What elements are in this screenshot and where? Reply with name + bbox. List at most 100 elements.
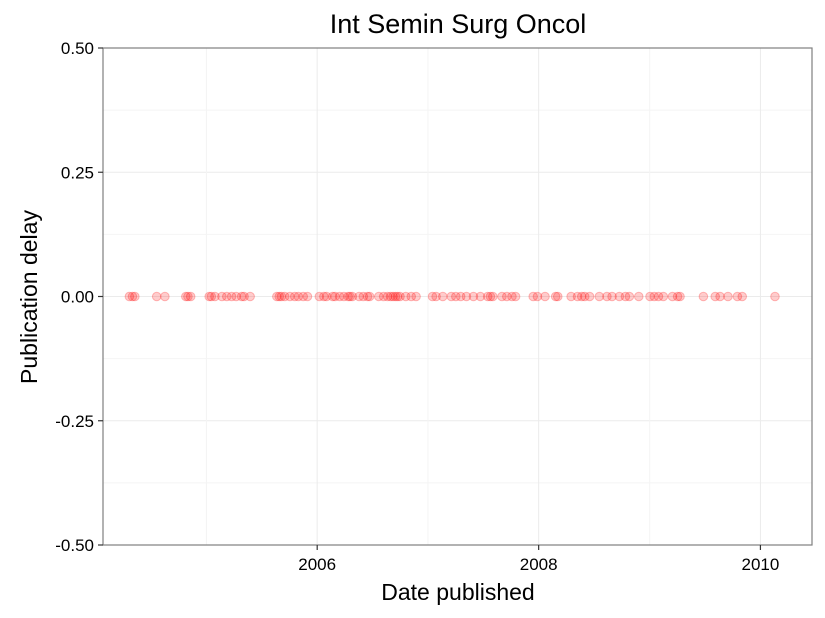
data-point (285, 291, 295, 302)
data-point (411, 291, 421, 302)
data-point (183, 291, 193, 302)
data-point (388, 291, 398, 302)
data-point (392, 291, 403, 302)
data-point (732, 291, 743, 302)
data-point (550, 291, 561, 302)
data-point (302, 291, 313, 302)
data-point (345, 291, 355, 302)
data-point (510, 291, 521, 302)
data-point (468, 291, 479, 302)
data-point (400, 291, 411, 302)
data-point (327, 291, 338, 302)
data-point (231, 291, 241, 302)
data-point (330, 291, 340, 302)
data-point (455, 291, 466, 302)
data-point (501, 291, 512, 302)
x-tick-label: 2010 (742, 555, 780, 574)
data-point (127, 291, 138, 302)
data-point (373, 291, 384, 302)
data-point (221, 291, 232, 302)
data-point (507, 291, 517, 302)
data-point (130, 291, 140, 302)
data-point (358, 291, 369, 302)
data-point (385, 291, 396, 302)
data-point (319, 291, 329, 302)
data-point (431, 291, 441, 302)
data-point (446, 291, 457, 302)
y-tick-label: 0.50 (61, 39, 94, 58)
y-tick-label: -0.25 (55, 412, 94, 431)
y-tick-label: -0.50 (55, 536, 94, 555)
data-point (362, 291, 373, 302)
x-tick-label: 2008 (520, 555, 558, 574)
data-point (364, 291, 375, 302)
data-point (314, 291, 325, 302)
y-tick-label: 0.00 (61, 288, 94, 307)
data-point (528, 291, 538, 302)
x-axis-title: Date published (381, 579, 534, 605)
data-point (354, 291, 364, 302)
data-point (649, 291, 660, 302)
data-point (206, 291, 217, 302)
data-point (395, 291, 405, 302)
data-point (552, 291, 563, 302)
data-point (272, 291, 282, 302)
data-point (347, 291, 358, 302)
chart-title: Int Semin Surg Oncol (330, 9, 587, 39)
data-point (245, 291, 255, 302)
data-point (217, 291, 227, 302)
data-point (770, 291, 780, 302)
data-point (672, 291, 683, 302)
data-point (293, 291, 304, 302)
data-point (289, 291, 300, 302)
data-point (594, 291, 605, 302)
data-point (698, 291, 709, 302)
y-axis-title: Publication delay (16, 210, 42, 384)
data-point (497, 291, 507, 302)
data-point (151, 291, 162, 302)
axes: 0.50 0.25 0.00 -0.25 -0.50 2006 2008 2010 (55, 39, 779, 574)
data-point (204, 291, 214, 302)
data-point (321, 291, 332, 302)
data-point (334, 291, 345, 302)
data-point (482, 291, 493, 302)
data-point (614, 291, 625, 302)
data-point (633, 291, 644, 302)
data-point (579, 291, 590, 302)
data-point (239, 291, 249, 302)
data-point (675, 291, 685, 302)
data-point (540, 291, 550, 302)
data-point (645, 291, 655, 302)
data-point (181, 291, 191, 302)
x-tick-label: 2006 (298, 555, 336, 574)
data-point (737, 291, 748, 302)
data-point (226, 291, 237, 302)
data-point (279, 291, 290, 302)
data-point (343, 291, 353, 302)
data-point (236, 291, 247, 302)
data-point (461, 291, 472, 302)
data-point (620, 291, 631, 302)
data-point (437, 291, 448, 302)
data-points (124, 291, 780, 302)
data-point (576, 291, 587, 302)
data-point (710, 291, 721, 302)
data-point (406, 291, 417, 302)
data-point (378, 291, 389, 302)
data-point (185, 291, 196, 302)
data-point (160, 291, 170, 302)
data-point (124, 291, 135, 302)
data-point (658, 291, 669, 302)
data-point (427, 291, 438, 302)
data-point (382, 291, 393, 302)
data-point (607, 291, 617, 302)
data-point (572, 291, 583, 302)
data-point (723, 291, 733, 302)
data-point (532, 291, 543, 302)
data-point (390, 291, 401, 302)
data-point (276, 291, 287, 302)
data-point (488, 291, 498, 302)
data-point (715, 291, 725, 302)
data-point (475, 291, 486, 302)
